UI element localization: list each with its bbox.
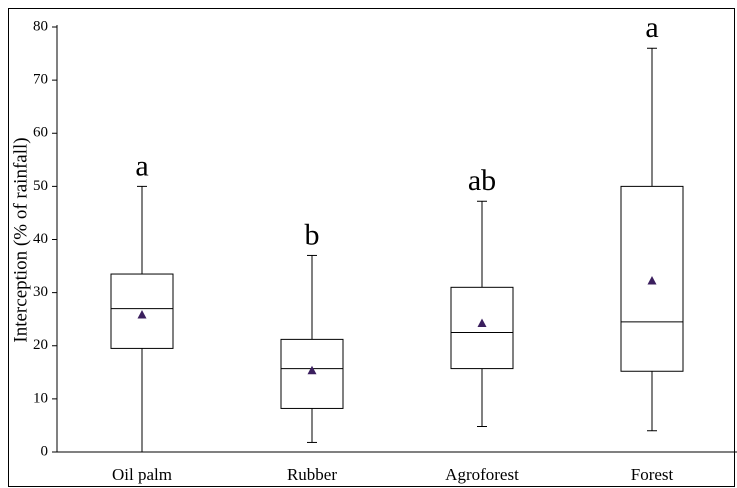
x-tick-label: Rubber xyxy=(287,465,337,484)
x-tick-label: Agroforest xyxy=(445,465,519,484)
x-tick-label: Oil palm xyxy=(112,465,172,484)
mean-marker xyxy=(477,318,487,327)
y-axis-label: Interception (% of rainfall) xyxy=(10,137,31,342)
y-tick-label: 10 xyxy=(33,390,48,406)
significance-letter: a xyxy=(135,149,148,182)
y-tick-label: 80 xyxy=(33,18,48,34)
y-tick-label: 0 xyxy=(41,443,49,459)
significance-letter: b xyxy=(305,218,320,251)
significance-letter: ab xyxy=(468,164,496,197)
y-tick-label: 30 xyxy=(33,284,48,300)
mean-marker xyxy=(137,309,147,319)
significance-letter: a xyxy=(645,11,658,44)
y-tick-label: 50 xyxy=(33,178,48,194)
y-tick-label: 20 xyxy=(33,337,48,353)
mean-marker xyxy=(647,275,657,285)
mean-marker xyxy=(307,365,317,375)
y-tick-label: 70 xyxy=(33,72,48,88)
box xyxy=(450,286,514,370)
frame xyxy=(8,8,735,487)
x-tick-label: Forest xyxy=(631,465,674,484)
y-tick-label: 60 xyxy=(33,125,48,141)
y-tick-label: 40 xyxy=(33,231,48,247)
